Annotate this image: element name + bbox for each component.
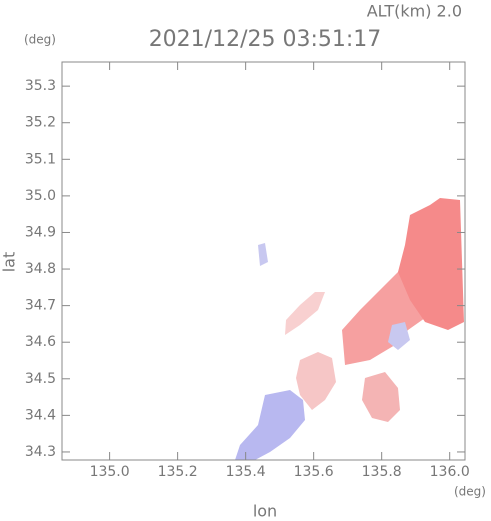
y-unit: (deg): [24, 33, 56, 47]
y-tick-label: 34.5: [25, 371, 56, 387]
x-tick-label: 135.0: [90, 464, 130, 480]
echo-red: [342, 270, 425, 365]
x-tick-label: 136.0: [430, 464, 470, 480]
y-tick-label: 35.1: [25, 151, 56, 167]
y-tick-label: 35.3: [25, 78, 56, 94]
echo-blue: [258, 243, 268, 266]
echo-blue: [388, 322, 410, 350]
y-tick-label: 34.7: [25, 298, 56, 314]
x-tick-label: 135.4: [226, 464, 266, 480]
x-tick-label: 135.8: [362, 464, 402, 480]
echo-pale: [296, 352, 336, 410]
chart-title: 2021/12/25 03:51:17: [149, 27, 382, 52]
y-tick-label: 34.6: [25, 334, 56, 350]
x-tick-label: 135.2: [158, 464, 198, 480]
radar-echoes: [235, 198, 464, 460]
y-tick-label: 34.9: [25, 224, 56, 240]
y-tick-label: 35.0: [25, 188, 56, 204]
y-tick-label: 34.3: [25, 444, 56, 460]
echo-pink: [362, 372, 400, 422]
y-tick-label: 35.2: [25, 115, 56, 131]
echo-pale: [285, 292, 325, 335]
y-tick-label: 34.8: [25, 261, 56, 277]
plot-frame: [61, 61, 466, 461]
x-unit: (deg): [454, 485, 486, 499]
x-axis-label: lon: [253, 502, 277, 521]
echo-red: [398, 198, 464, 330]
x-tick-label: 135.6: [294, 464, 334, 480]
y-axis-label: lat: [0, 252, 19, 273]
altitude-label: ALT(km) 2.0: [367, 2, 462, 21]
y-tick-label: 34.4: [25, 407, 56, 423]
echo-blue: [235, 390, 305, 460]
